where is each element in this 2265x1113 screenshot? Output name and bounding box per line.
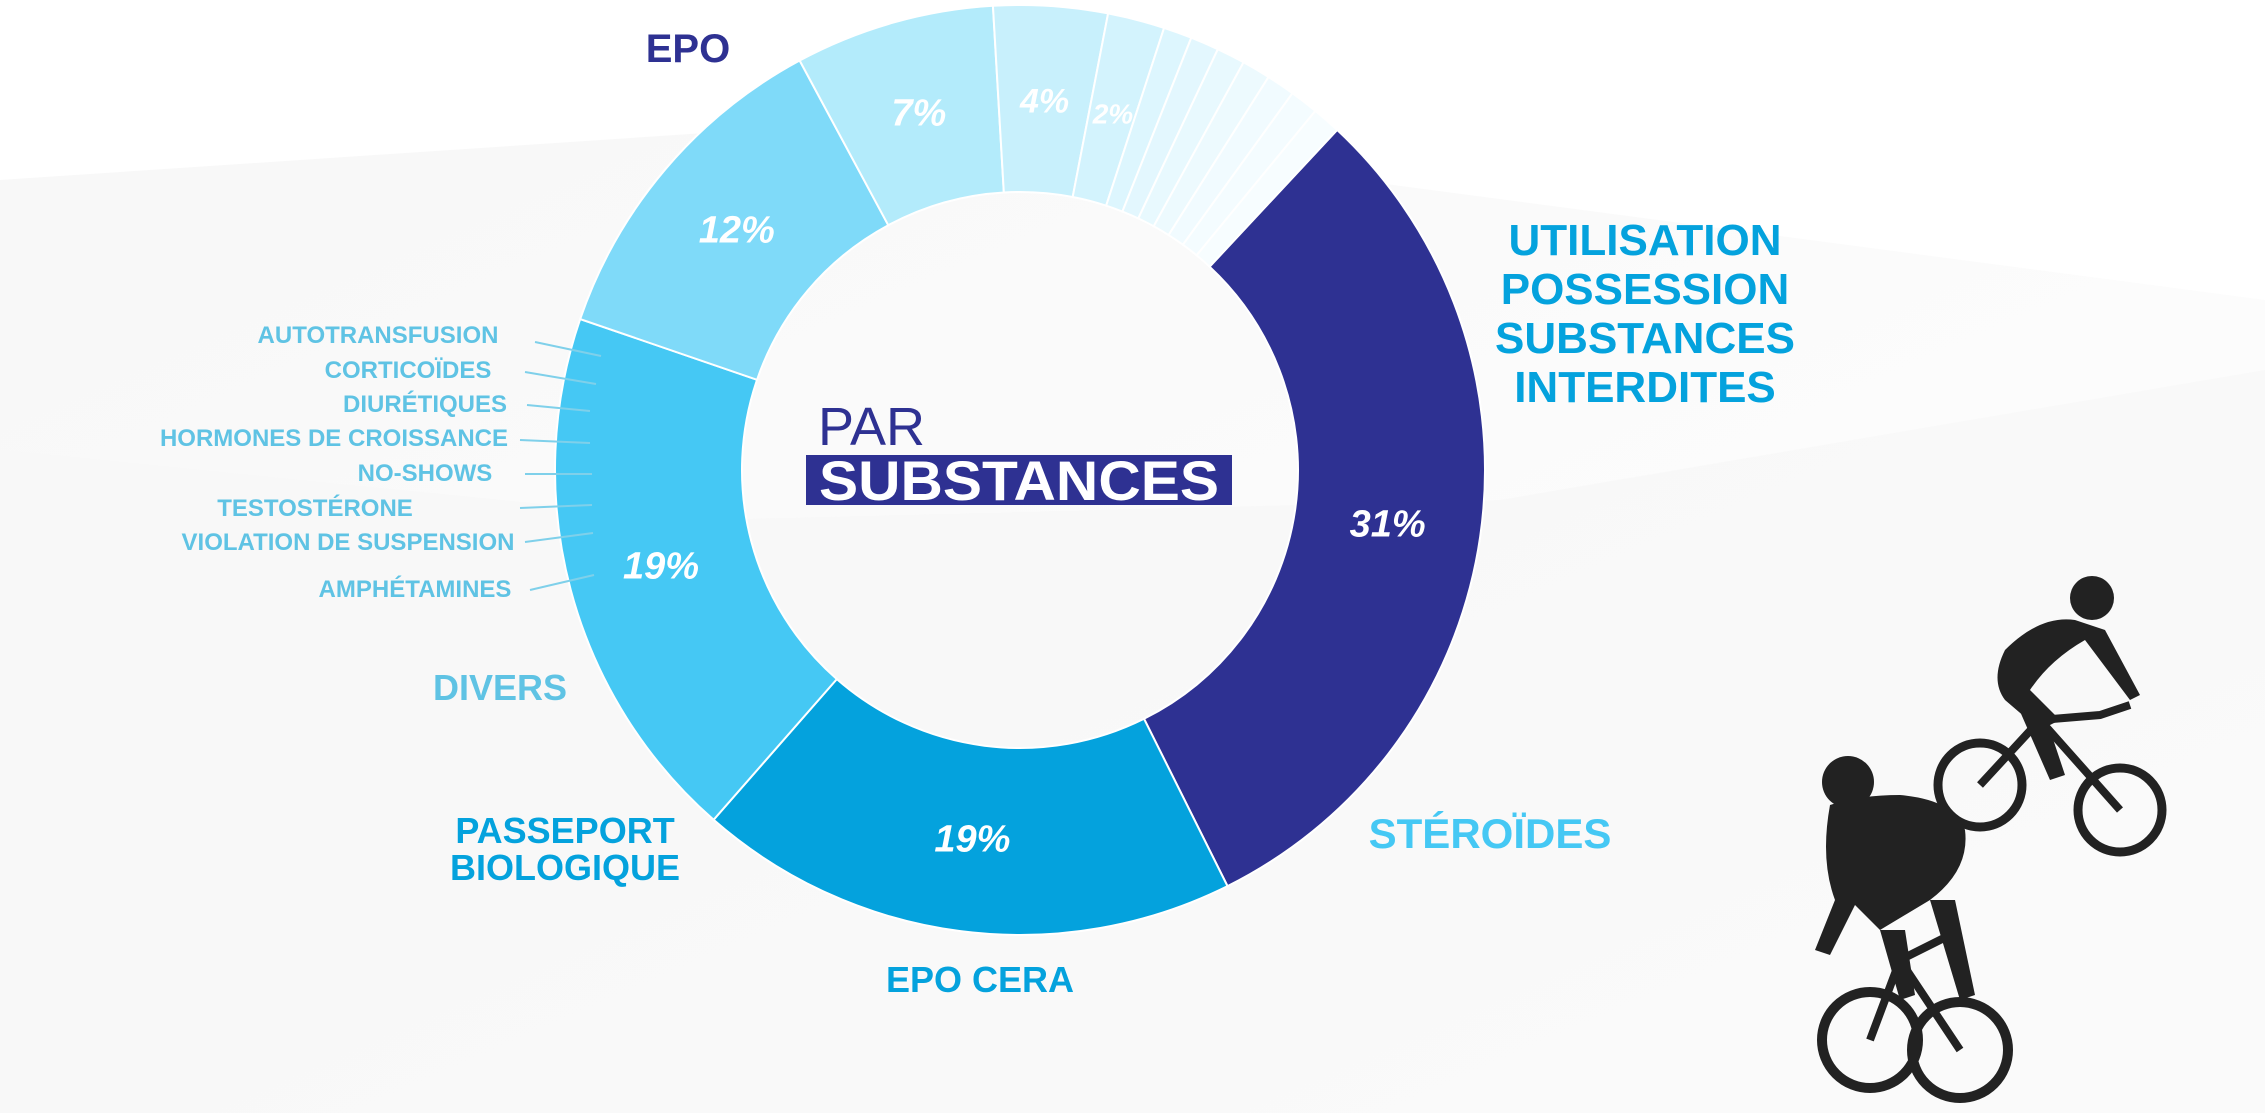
category-label-no-shows: NO-SHOWS bbox=[358, 460, 493, 487]
leader-line-hormones-de-croissance bbox=[519, 439, 591, 444]
slice-utilisation-possession-substances-interdites bbox=[712, 677, 1229, 936]
slice-epo-cera bbox=[578, 59, 890, 382]
cyclist-bottom bbox=[1815, 756, 2013, 1103]
leader-line-diuretiques bbox=[526, 404, 591, 412]
leader-line-corticoides bbox=[524, 371, 597, 385]
category-label-utilisation-possession-substances-interdites: UTILISATION POSSESSION SUBSTANCES INTERDITE… bbox=[1495, 216, 1795, 412]
percent-label-utilisation-possession-substances-interdites: 19% bbox=[934, 818, 1010, 860]
category-label-autotransfusion: AUTOTRANSFUSION bbox=[258, 322, 499, 349]
percent-label-steroides: 19% bbox=[623, 546, 699, 588]
category-label-testosterone: TESTOSTÉRONE bbox=[217, 494, 413, 522]
leader-line-violation-de-suspension bbox=[524, 532, 594, 543]
slice-steroides bbox=[554, 317, 839, 822]
category-label-diuretiques: DIURÉTIQUES bbox=[343, 390, 507, 418]
percent-label-divers: 4% bbox=[1019, 82, 1069, 120]
leader-line-autotransfusion bbox=[534, 341, 602, 357]
slice-epo bbox=[1142, 128, 1486, 888]
category-label-passeport-biologique: PASSEPORT BIOLOGIQUE bbox=[450, 810, 680, 888]
category-label-corticoides: CORTICOÏDES bbox=[325, 357, 492, 384]
percent-labels: 31% 19% 19% 12% 7% 4% 2% bbox=[623, 82, 1426, 860]
leader-lines bbox=[519, 341, 602, 591]
percent-label-epo-cera: 12% bbox=[699, 210, 775, 252]
cyclist-top bbox=[1933, 576, 2167, 857]
percent-label-epo: 31% bbox=[1350, 503, 1426, 545]
category-label-amphetamines: AMPHÉTAMINES bbox=[319, 575, 512, 603]
category-label-steroides: STÉROÏDES bbox=[1369, 810, 1612, 857]
category-label-hormones-de-croissance: HORMONES DE CROISSANCE bbox=[160, 425, 508, 452]
category-label-epo: EPO bbox=[646, 27, 730, 71]
category-label-divers: DIVERS bbox=[433, 667, 567, 708]
center-title: PAR SUBSTANCES bbox=[806, 397, 1232, 512]
slice-autotransfusion bbox=[1195, 109, 1339, 269]
center-title-band bbox=[806, 455, 1232, 505]
leader-line-testosterone bbox=[519, 504, 593, 509]
category-label-epo-cera: EPO CERA bbox=[886, 959, 1074, 1000]
category-labels: EPO UTILISATION POSSESSION SUBSTANCES INTERD… bbox=[160, 27, 1795, 1000]
donut-slices bbox=[554, 4, 1486, 936]
leader-line-amphetamines bbox=[529, 574, 595, 591]
center-title-line1: PAR bbox=[818, 397, 925, 457]
percent-label-passeport-biologique: 7% bbox=[891, 93, 946, 135]
category-label-violation-de-suspension: VIOLATION DE SUSPENSION bbox=[182, 529, 515, 556]
percent-label-amphetamines: 2% bbox=[1092, 98, 1134, 129]
center-title-line2: SUBSTANCES bbox=[819, 449, 1219, 512]
